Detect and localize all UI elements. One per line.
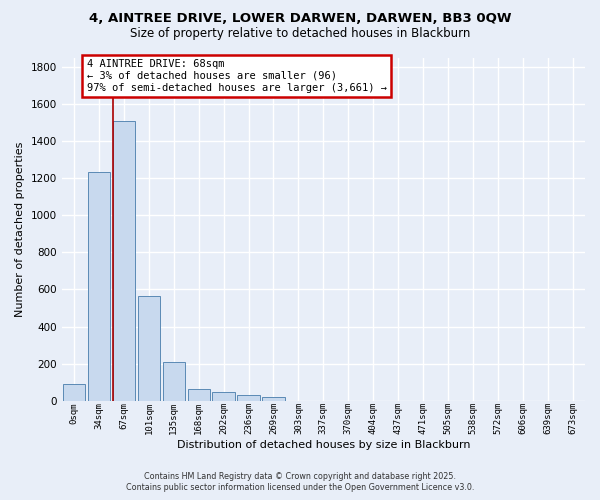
Text: Contains HM Land Registry data © Crown copyright and database right 2025.
Contai: Contains HM Land Registry data © Crown c… bbox=[126, 472, 474, 492]
Bar bbox=[262, 397, 285, 401]
Text: 4, AINTREE DRIVE, LOWER DARWEN, DARWEN, BB3 0QW: 4, AINTREE DRIVE, LOWER DARWEN, DARWEN, … bbox=[89, 12, 511, 26]
Bar bbox=[212, 392, 235, 401]
X-axis label: Distribution of detached houses by size in Blackburn: Distribution of detached houses by size … bbox=[176, 440, 470, 450]
Y-axis label: Number of detached properties: Number of detached properties bbox=[15, 142, 25, 317]
Bar bbox=[188, 388, 210, 401]
Bar bbox=[238, 395, 260, 401]
Text: Size of property relative to detached houses in Blackburn: Size of property relative to detached ho… bbox=[130, 28, 470, 40]
Bar bbox=[137, 296, 160, 401]
Text: 4 AINTREE DRIVE: 68sqm
← 3% of detached houses are smaller (96)
97% of semi-deta: 4 AINTREE DRIVE: 68sqm ← 3% of detached … bbox=[86, 60, 386, 92]
Bar bbox=[63, 384, 85, 401]
Bar bbox=[163, 362, 185, 401]
Bar bbox=[88, 172, 110, 401]
Bar bbox=[113, 120, 135, 401]
